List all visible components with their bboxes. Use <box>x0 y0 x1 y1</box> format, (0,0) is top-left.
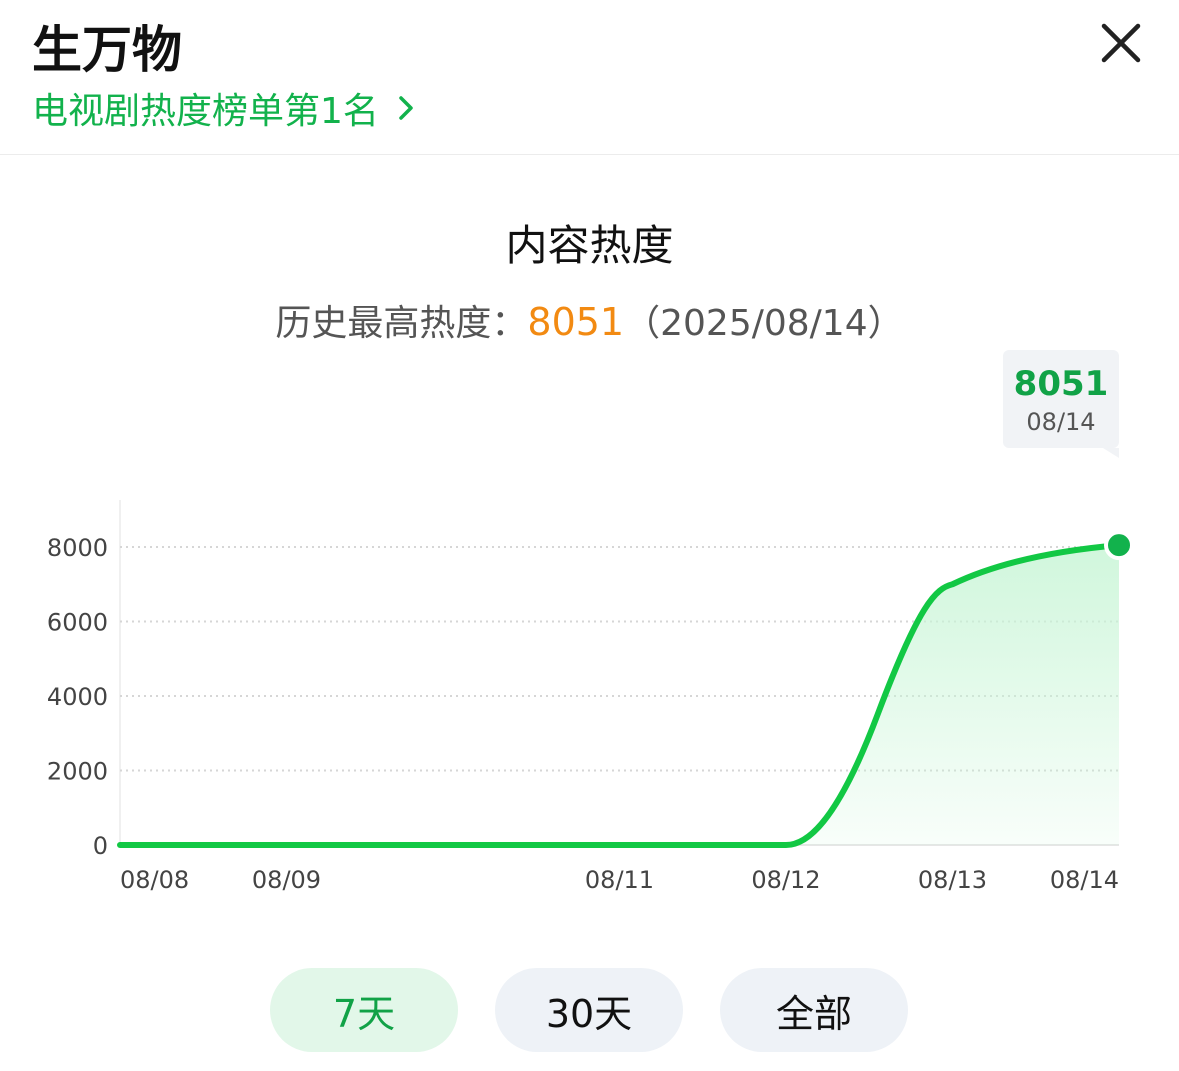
series-line <box>117 542 1122 848</box>
x-tick-label: 08/09 <box>252 866 321 894</box>
ranking-link[interactable]: 电视剧热度榜单第1名 <box>32 82 419 134</box>
popup-header: 生万物 电视剧热度榜单第1名 <box>0 0 1179 155</box>
peak-label: 历史最高热度： <box>275 303 528 344</box>
series-area-fill <box>120 545 1119 845</box>
tooltip-date: 08/14 <box>1026 408 1096 436</box>
range-selector: 7天 30天 全部 <box>0 968 1179 1052</box>
show-title: 生万物 <box>32 21 182 79</box>
heat-chart[interactable]: 0 2000 4000 6000 8000 08/08 08/09 08/11 08/12 08/… <box>0 480 1179 910</box>
range-30d-button[interactable]: 30天 <box>495 968 683 1052</box>
x-tick-label: 08/11 <box>585 866 654 894</box>
y-tick-label: 8000 <box>47 534 108 562</box>
y-tick-label: 2000 <box>47 758 108 786</box>
tooltip-value: 8051 <box>1013 364 1109 404</box>
x-tick-label: 08/12 <box>751 866 820 894</box>
range-7d-button[interactable]: 7天 <box>270 968 458 1052</box>
chart-title: 内容热度 <box>505 221 674 270</box>
highlight-point <box>1104 530 1134 561</box>
ranking-label: 电视剧热度榜单第1名 <box>32 91 379 132</box>
x-tick-label: 08/14 <box>1050 866 1119 894</box>
y-tick-label: 4000 <box>47 683 108 711</box>
peak-value: 8051 <box>527 300 625 344</box>
range-all-button[interactable]: 全部 <box>720 968 908 1052</box>
peak-date: （2025/08/14） <box>624 303 904 344</box>
y-tick-label: 6000 <box>47 609 108 637</box>
peak-summary: 历史最高热度：8051（2025/08/14） <box>0 294 1179 346</box>
chevron-right-icon <box>399 96 413 120</box>
y-tick-label: 0 <box>93 832 108 860</box>
close-icon[interactable] <box>1098 20 1144 66</box>
x-tick-label: 08/13 <box>918 866 987 894</box>
chart-tooltip: 8051 08/14 <box>1003 350 1119 458</box>
x-tick-label: 08/08 <box>120 866 189 894</box>
